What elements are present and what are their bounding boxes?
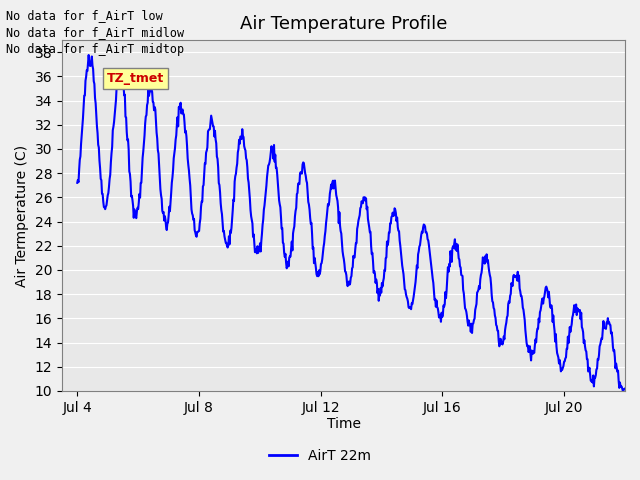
Text: No data for f_AirT low: No data for f_AirT low [6, 9, 163, 22]
Title: Air Temperature Profile: Air Temperature Profile [240, 15, 447, 33]
Text: No data for f_AirT midlow: No data for f_AirT midlow [6, 26, 184, 39]
Y-axis label: Air Termperature (C): Air Termperature (C) [15, 144, 29, 287]
Text: TZ_tmet: TZ_tmet [107, 72, 164, 85]
X-axis label: Time: Time [326, 418, 360, 432]
Legend: AirT 22m: AirT 22m [264, 443, 376, 468]
Text: No data for f_AirT midtop: No data for f_AirT midtop [6, 43, 184, 56]
